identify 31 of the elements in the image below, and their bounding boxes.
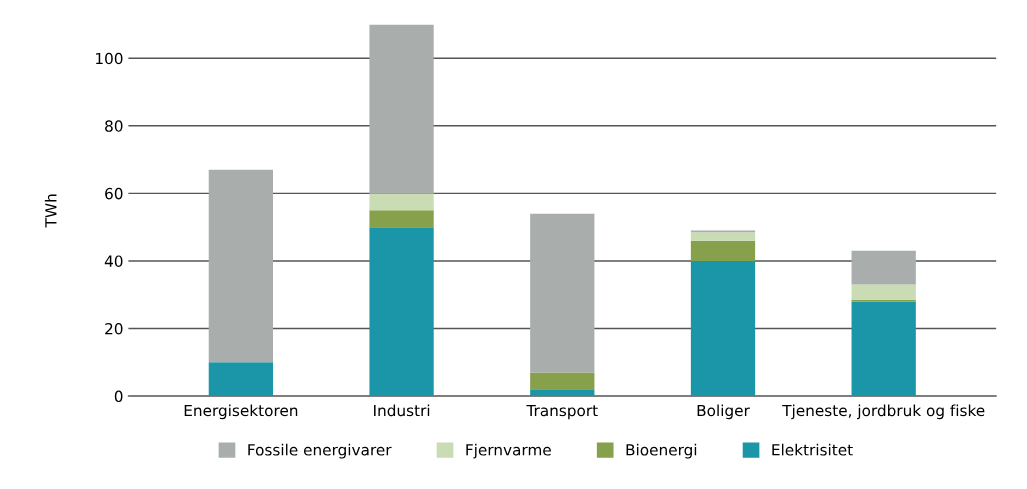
bar [530, 213, 595, 373]
legend-label: Fjernvarme [466, 443, 551, 459]
y-tick-label: 60 [105, 187, 123, 200]
y-tick-label: 40 [104, 255, 123, 267]
x-tick-label: Industri [374, 404, 430, 417]
bar [690, 260, 756, 397]
bar [530, 389, 595, 397]
y-tick-label: 20 [105, 322, 123, 335]
y-tick-label: 80 [105, 120, 123, 132]
legend-label: Bioenergi [626, 443, 697, 459]
bar [369, 210, 434, 228]
legend-label: Fossile energivarer [248, 443, 392, 459]
bar [851, 284, 916, 300]
x-tick-label: Transport [526, 404, 598, 420]
bar [690, 240, 756, 261]
bar [851, 250, 916, 285]
bar [369, 193, 434, 211]
legend-label: Elektrisitet [772, 443, 853, 456]
y-tick-label: 0 [114, 390, 123, 403]
x-tick-label: Tjeneste, jordbruk og fiske [782, 404, 985, 420]
bar [690, 232, 756, 241]
bar [208, 169, 274, 363]
y-axis-title: TWh [44, 194, 57, 228]
bar [369, 24, 434, 194]
bar [530, 372, 595, 390]
bar [208, 362, 274, 397]
bar [851, 301, 916, 397]
y-tick-label: 100 [96, 52, 123, 65]
x-tick-label: Boliger [697, 404, 750, 420]
bar [369, 227, 434, 397]
x-tick-label: Energisektoren [184, 404, 298, 420]
